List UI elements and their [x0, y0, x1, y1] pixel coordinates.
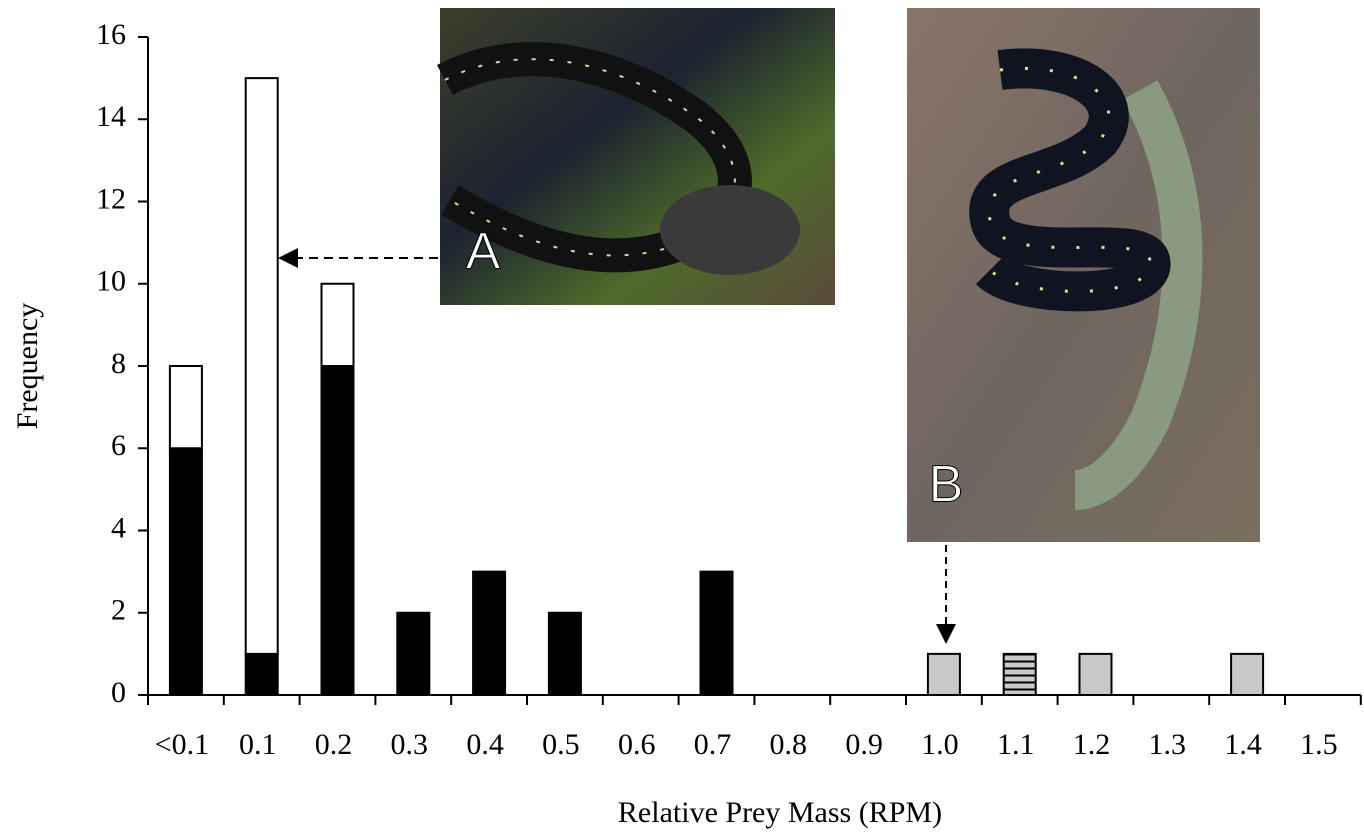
y-tick-label: 14 [96, 100, 126, 133]
bar [928, 654, 960, 695]
y-tick-label: 10 [96, 265, 126, 298]
x-tick-label: 0.2 [315, 728, 353, 761]
bar [397, 613, 429, 695]
x-tick-label: 1.0 [921, 728, 959, 761]
x-tick-label: 0.1 [239, 728, 277, 761]
x-tick-label: 1.2 [1073, 728, 1111, 761]
x-tick-label: 0.5 [542, 728, 580, 761]
x-tick-label: 1.5 [1300, 728, 1338, 761]
bar [322, 366, 354, 695]
x-tick-label: 0.4 [466, 728, 504, 761]
x-tick-label: 0.6 [618, 728, 656, 761]
x-tick-label: 1.3 [1149, 728, 1187, 761]
bar [1231, 654, 1263, 695]
bar [549, 613, 581, 695]
bar [170, 448, 202, 695]
bar [1080, 654, 1112, 695]
x-tick-label: 0.7 [694, 728, 732, 761]
annotation: A [466, 223, 501, 281]
x-axis-label: Relative Prey Mass (RPM) [618, 796, 942, 829]
bar [246, 78, 278, 654]
y-tick-label: 4 [111, 511, 126, 544]
bar [1004, 654, 1036, 695]
y-tick-label: 16 [96, 18, 126, 51]
x-tick-label: 1.1 [997, 728, 1035, 761]
y-tick-label: 12 [96, 182, 126, 215]
y-tick-label: 0 [111, 676, 126, 709]
bar [246, 654, 278, 695]
y-tick-label: 8 [111, 347, 126, 380]
x-tick-label: 0.3 [391, 728, 429, 761]
y-axis-label: Frequency [11, 303, 44, 430]
bar [170, 366, 202, 448]
chart: A B Frequency Relative Prey Mass (RPM) 0… [0, 0, 1364, 837]
bar [701, 572, 733, 695]
bar [322, 284, 354, 366]
photo-b: B [907, 8, 1260, 542]
y-tick-label: 6 [111, 429, 126, 462]
x-tick-label: 0.9 [845, 728, 883, 761]
x-tick-label: <0.1 [155, 728, 209, 761]
photo-a: A [440, 8, 835, 305]
annotation: B [929, 456, 964, 514]
bar [473, 572, 505, 695]
x-tick-label: 1.4 [1224, 728, 1262, 761]
y-tick-label: 2 [111, 594, 126, 627]
x-tick-label: 0.8 [770, 728, 808, 761]
